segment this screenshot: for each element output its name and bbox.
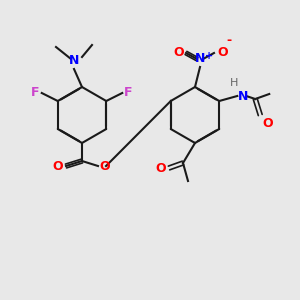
Text: O: O	[155, 161, 166, 175]
Text: H: H	[230, 78, 238, 88]
Text: O: O	[217, 46, 228, 59]
Text: F: F	[31, 86, 40, 100]
Text: -: -	[226, 34, 231, 47]
Text: O: O	[52, 160, 63, 173]
Text: F: F	[124, 86, 133, 100]
Text: O: O	[99, 160, 110, 172]
Text: N: N	[238, 89, 249, 103]
Text: O: O	[173, 46, 184, 59]
Text: +: +	[205, 51, 213, 61]
Text: N: N	[69, 54, 79, 67]
Text: O: O	[262, 117, 273, 130]
Text: N: N	[195, 52, 205, 65]
